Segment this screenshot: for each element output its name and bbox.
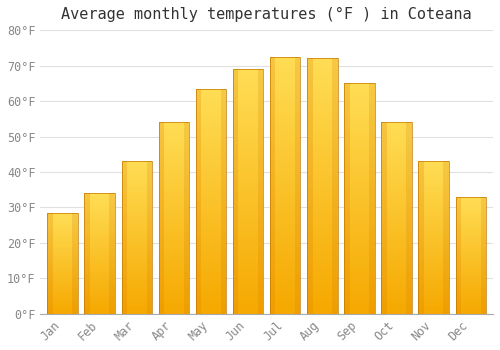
Title: Average monthly temperatures (°F ) in Coteana: Average monthly temperatures (°F ) in Co… [62,7,472,22]
Bar [307,58,338,314]
Bar [270,57,300,314]
Bar [158,122,189,314]
Bar [344,83,374,314]
Bar [122,161,152,314]
Bar [456,197,486,314]
Bar [382,122,412,314]
Bar [196,89,226,314]
Bar [418,161,449,314]
Bar [48,213,78,314]
Bar [233,69,264,314]
Bar [84,193,115,314]
